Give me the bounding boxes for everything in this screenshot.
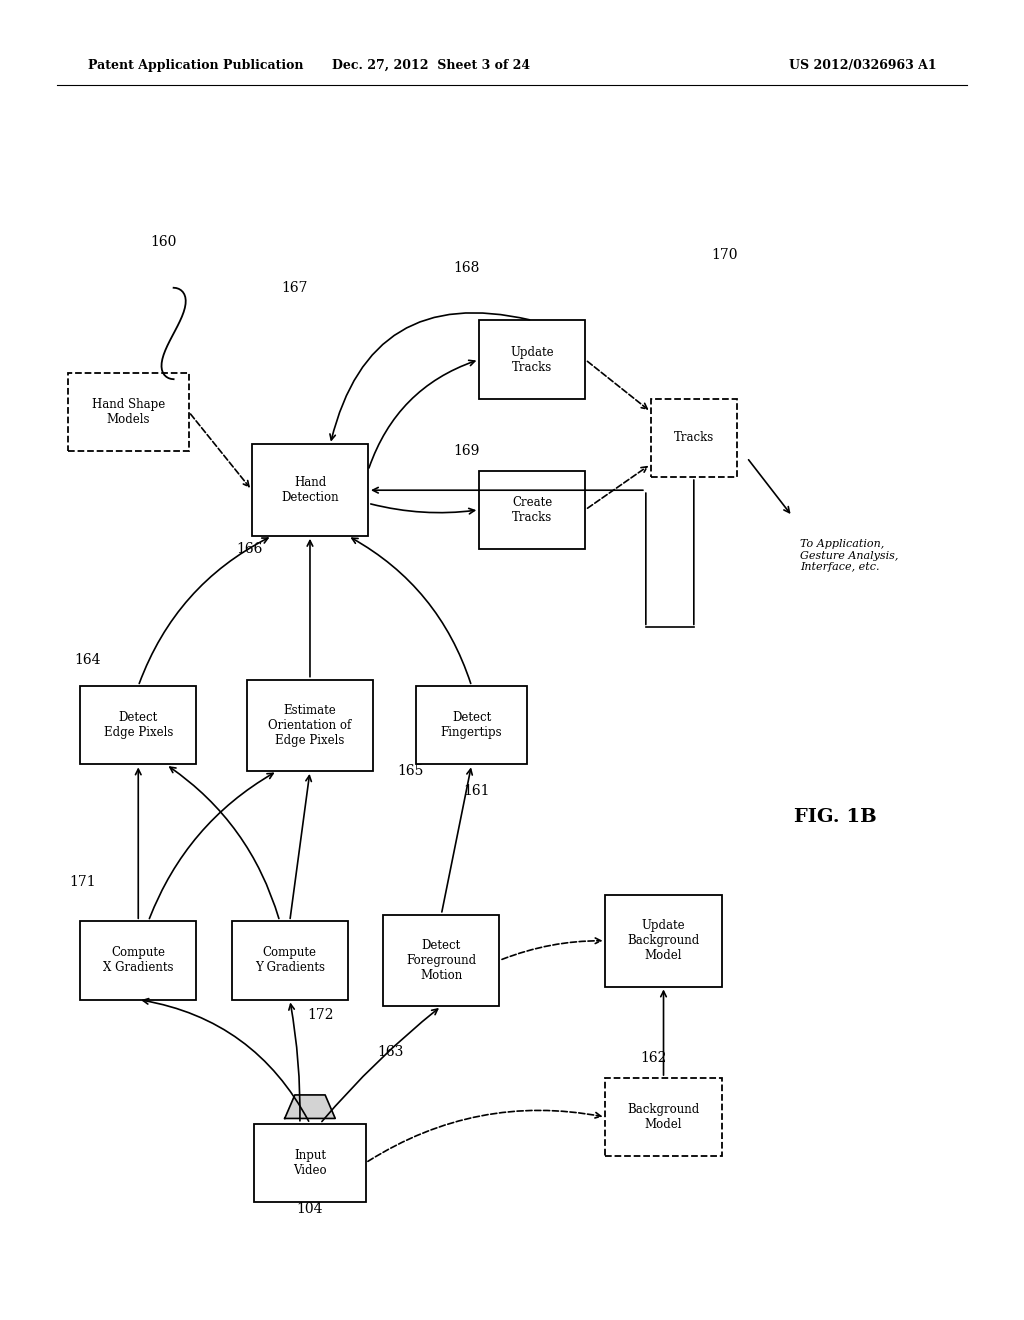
Text: Dec. 27, 2012  Sheet 3 of 24: Dec. 27, 2012 Sheet 3 of 24 xyxy=(332,59,530,73)
Text: Tracks: Tracks xyxy=(674,432,714,445)
Text: 171: 171 xyxy=(70,875,96,890)
Text: 170: 170 xyxy=(711,248,737,263)
Text: 166: 166 xyxy=(237,543,262,556)
Text: Detect
Edge Pixels: Detect Edge Pixels xyxy=(103,711,173,739)
FancyBboxPatch shape xyxy=(605,895,722,986)
FancyBboxPatch shape xyxy=(231,921,348,999)
FancyBboxPatch shape xyxy=(416,686,527,764)
Text: Compute
X Gradients: Compute X Gradients xyxy=(103,946,173,974)
Text: 172: 172 xyxy=(307,1008,334,1022)
Text: 163: 163 xyxy=(378,1045,404,1059)
FancyBboxPatch shape xyxy=(80,686,197,764)
Text: Update
Background
Model: Update Background Model xyxy=(628,919,699,962)
FancyBboxPatch shape xyxy=(605,1078,722,1156)
Text: 161: 161 xyxy=(464,784,489,797)
Text: 104: 104 xyxy=(297,1201,324,1216)
FancyBboxPatch shape xyxy=(68,372,188,451)
FancyBboxPatch shape xyxy=(247,680,373,771)
FancyBboxPatch shape xyxy=(479,471,586,549)
FancyBboxPatch shape xyxy=(252,445,368,536)
Text: Background
Model: Background Model xyxy=(628,1104,699,1131)
FancyBboxPatch shape xyxy=(383,915,500,1006)
Text: Detect
Foreground
Motion: Detect Foreground Motion xyxy=(407,939,476,982)
Text: 168: 168 xyxy=(454,261,479,275)
Text: FIG. 1B: FIG. 1B xyxy=(794,808,877,826)
Text: 164: 164 xyxy=(75,653,101,667)
Text: Update
Tracks: Update Tracks xyxy=(510,346,554,374)
FancyBboxPatch shape xyxy=(254,1123,366,1203)
FancyBboxPatch shape xyxy=(479,321,586,399)
Text: 162: 162 xyxy=(640,1051,667,1065)
Text: To Application,
Gesture Analysis,
Interface, etc.: To Application, Gesture Analysis, Interf… xyxy=(800,539,898,572)
Text: 165: 165 xyxy=(397,764,424,777)
Text: Patent Application Publication: Patent Application Publication xyxy=(88,59,303,73)
Text: Hand
Detection: Hand Detection xyxy=(282,477,339,504)
FancyBboxPatch shape xyxy=(651,399,736,477)
Text: 160: 160 xyxy=(151,235,177,249)
Text: Input
Video: Input Video xyxy=(293,1148,327,1177)
Text: US 2012/0326963 A1: US 2012/0326963 A1 xyxy=(788,59,936,73)
Text: Create
Tracks: Create Tracks xyxy=(512,496,552,524)
Text: 167: 167 xyxy=(282,281,308,294)
FancyBboxPatch shape xyxy=(80,921,197,999)
Text: Hand Shape
Models: Hand Shape Models xyxy=(91,397,165,426)
Polygon shape xyxy=(285,1094,335,1118)
Text: Estimate
Orientation of
Edge Pixels: Estimate Orientation of Edge Pixels xyxy=(268,704,351,747)
Text: 169: 169 xyxy=(454,444,479,458)
Text: Detect
Fingertips: Detect Fingertips xyxy=(440,711,503,739)
Text: Compute
Y Gradients: Compute Y Gradients xyxy=(255,946,325,974)
